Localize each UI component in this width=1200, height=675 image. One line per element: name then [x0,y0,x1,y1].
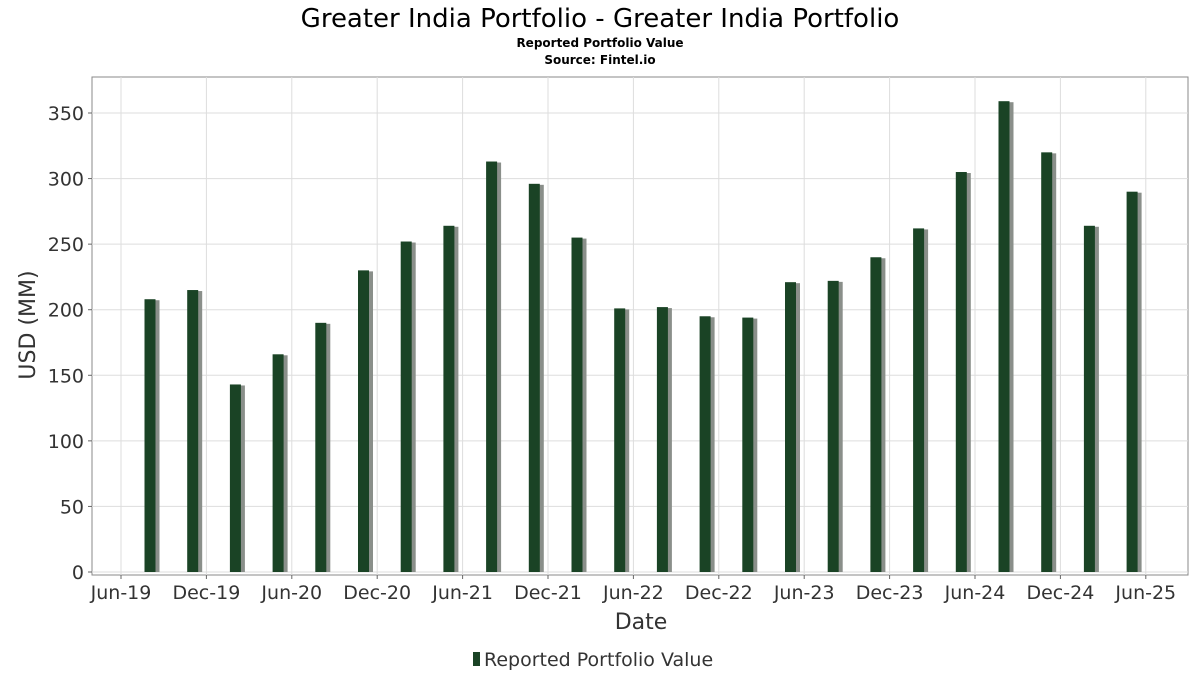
bar: 359 [998,101,1010,572]
bar: 190 [315,322,327,572]
x-tick-label: Dec-24 [1026,582,1094,604]
y-axis-title: USD (MM) [16,270,41,379]
chart-source: Source: Fintel.io [544,53,655,67]
bar-group: 202 [656,307,672,572]
bar-group: 190 [315,322,331,572]
bar: 262 [913,228,925,573]
y-tick-label: 50 [60,496,84,518]
legend: Reported Portfolio Value [473,649,713,671]
x-tick-label: Dec-22 [685,582,753,604]
x-tick-label: Dec-19 [172,582,240,604]
bar: 166 [272,354,284,572]
bar-group: 313 [486,161,502,572]
y-tick-label: 100 [48,431,84,453]
bar-group: 201 [614,308,630,572]
y-tick-label: 0 [72,562,84,584]
bar: 194 [742,317,754,572]
x-axis-title: Date [615,610,668,635]
y-tick-label: 350 [48,103,84,125]
bar: 305 [955,172,967,572]
bar-group: 359 [998,101,1014,572]
y-tick-label: 300 [48,169,84,191]
bar-group: 215 [187,290,203,572]
bar-group: 255 [571,237,587,573]
bar: 264 [1083,225,1095,573]
bar: 313 [486,161,498,572]
bars: 208 215 143 166 190 230 252 264 313 296 255 201 202 1… [144,101,1142,573]
plot-frame [91,76,1189,576]
y-tick-label: 150 [48,365,84,387]
legend-swatch [473,652,480,666]
x-tick-label: Jun-24 [944,582,1006,604]
bar-group: 195 [699,316,715,572]
x-tick-label: Jun-20 [260,582,322,604]
bar: 215 [187,290,199,572]
bar-group: 222 [827,280,843,572]
bar-group: 208 [144,299,160,572]
bar: 290 [1126,191,1138,572]
legend-label: Reported Portfolio Value [484,649,713,671]
x-tick-label: Jun-23 [773,582,835,604]
bar: 221 [785,282,796,572]
grid [91,76,1189,576]
bar: 240 [870,257,882,572]
bar: 255 [571,237,583,573]
bar-group: 143 [229,384,245,572]
bar-group: 252 [400,241,416,572]
x-tick-label: Dec-23 [856,582,924,604]
bar-group: 230 [358,270,373,572]
axes: 0 50 100 150 200 250 300 350 Jun-19 Dec-19 Jun-20 D… [48,103,1176,604]
bar: 264 [443,225,455,573]
bar-group: 221 [785,282,800,572]
bar-group: 296 [528,183,544,572]
bar: 195 [699,316,711,572]
bar-group: 166 [272,354,288,572]
bar: 320 [1041,152,1053,573]
y-tick-label: 250 [48,234,84,256]
x-tick-label: Jun-25 [1114,582,1176,604]
bar-group: 320 [1041,152,1057,573]
bar-group: 264 [1083,225,1099,573]
bar-group: 240 [870,257,886,572]
bar-group: 305 [955,172,971,572]
bar: 202 [656,307,668,572]
bar: 230 [358,270,369,572]
x-tick-label: Jun-19 [90,582,152,604]
x-tick-label: Dec-21 [514,582,582,604]
x-tick-label: Jun-22 [602,582,664,604]
bar: 208 [144,299,156,572]
bar: 201 [614,308,626,572]
bar-group: 264 [443,225,459,573]
chart-subtitle: Reported Portfolio Value [516,36,683,50]
bar-group: 194 [742,317,758,572]
x-tick-label: Jun-21 [431,582,493,604]
bar: 296 [528,183,540,572]
bar: 252 [400,241,412,572]
bar-group: 262 [913,228,929,573]
y-tick-label: 200 [48,300,84,322]
x-tick-label: Dec-20 [343,582,411,604]
bar: 222 [827,280,839,572]
chart-title: Greater India Portfolio - Greater India … [301,4,900,34]
bar: 143 [229,384,241,572]
bar-group: 290 [1126,191,1142,572]
